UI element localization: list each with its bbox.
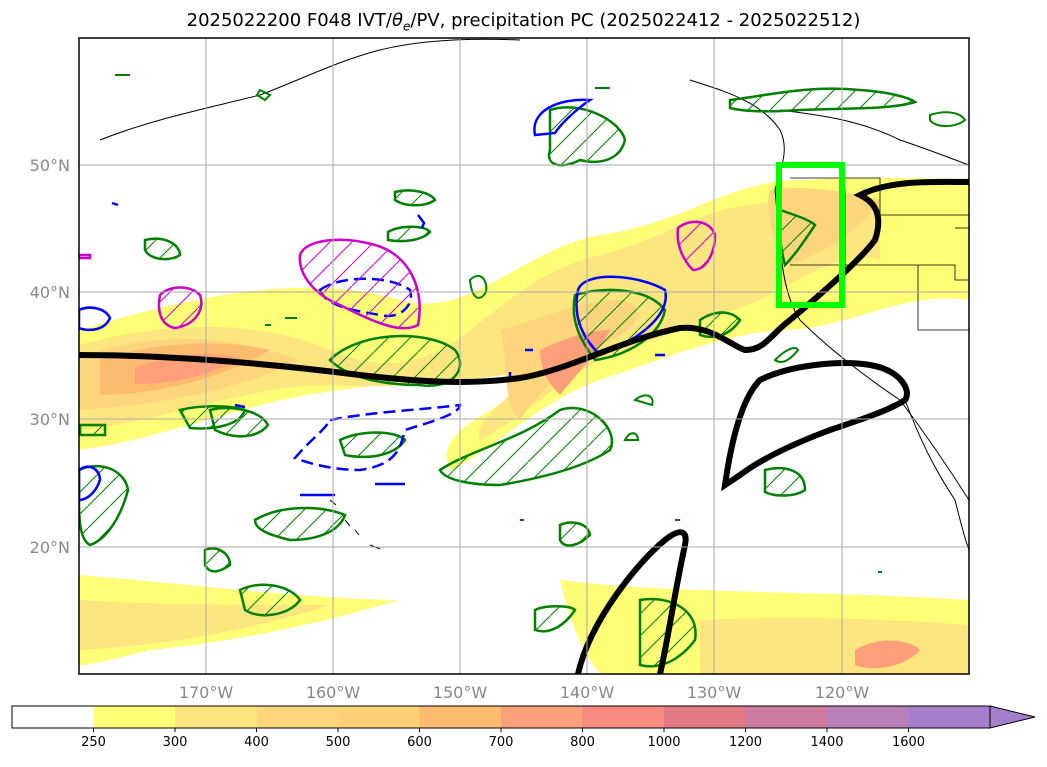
theta-contours	[79, 220, 717, 330]
colorbar-tick-label: 250	[81, 735, 106, 750]
lon-tick-label: 130°W	[687, 683, 742, 702]
colorbar-segment	[582, 706, 665, 728]
colorbar-tick-label: 700	[489, 735, 514, 750]
colorbar-segment	[745, 706, 828, 728]
colorbar-segment	[338, 706, 420, 728]
lat-tick-label: 40°N	[30, 283, 70, 302]
colorbar-tick-label: 800	[570, 735, 595, 750]
colorbar-tick-label: 1000	[647, 735, 680, 750]
colorbar-segment	[256, 706, 339, 728]
colorbar-segment	[419, 706, 502, 728]
colorbar-tick-label: 1400	[810, 735, 843, 750]
lat-tick-label: 50°N	[30, 156, 70, 175]
lon-tick-label: 170°W	[179, 683, 234, 702]
lat-tick-label: 20°N	[30, 538, 70, 557]
colorbar-tick-label: 400	[244, 735, 269, 750]
colorbar-tick-label: 300	[163, 735, 188, 750]
colorbar-segment	[664, 706, 746, 728]
colorbar-tick-label: 1600	[892, 735, 925, 750]
lon-tick-label: 140°W	[560, 683, 615, 702]
colorbar-tick-label: 500	[326, 735, 351, 750]
jet-lines	[79, 178, 969, 674]
lon-tick-label: 160°W	[306, 683, 361, 702]
longitude-tick-labels: 170°W 160°W 150°W 140°W 130°W 120°W	[179, 683, 870, 702]
colorbar-segment	[93, 706, 176, 728]
map-title: 2025022200 F048 IVT/θe/PV, precipitation…	[186, 10, 861, 34]
colorbar-extend-arrow	[989, 705, 1036, 729]
lon-tick-label: 120°W	[815, 683, 870, 702]
lat-tick-label: 30°N	[30, 410, 70, 429]
colorbar-segment	[501, 706, 583, 728]
map-panel	[79, 38, 969, 674]
target-region-box	[776, 162, 845, 308]
latitude-tick-labels: 50°N 40°N 30°N 20°N	[30, 156, 70, 557]
colorbar-segment	[908, 706, 991, 728]
map-border	[78, 37, 970, 675]
colorbar-segment	[827, 706, 909, 728]
colorbar: 250 300 400 500 600 700 800 1000 1200 1400 1600	[11, 705, 1036, 750]
colorbar-segment	[175, 706, 257, 728]
colorbar-tick-label: 1200	[729, 735, 762, 750]
colorbar-segment	[12, 706, 94, 728]
lon-tick-label: 150°W	[433, 683, 488, 702]
colorbar-tick-label: 600	[407, 735, 432, 750]
